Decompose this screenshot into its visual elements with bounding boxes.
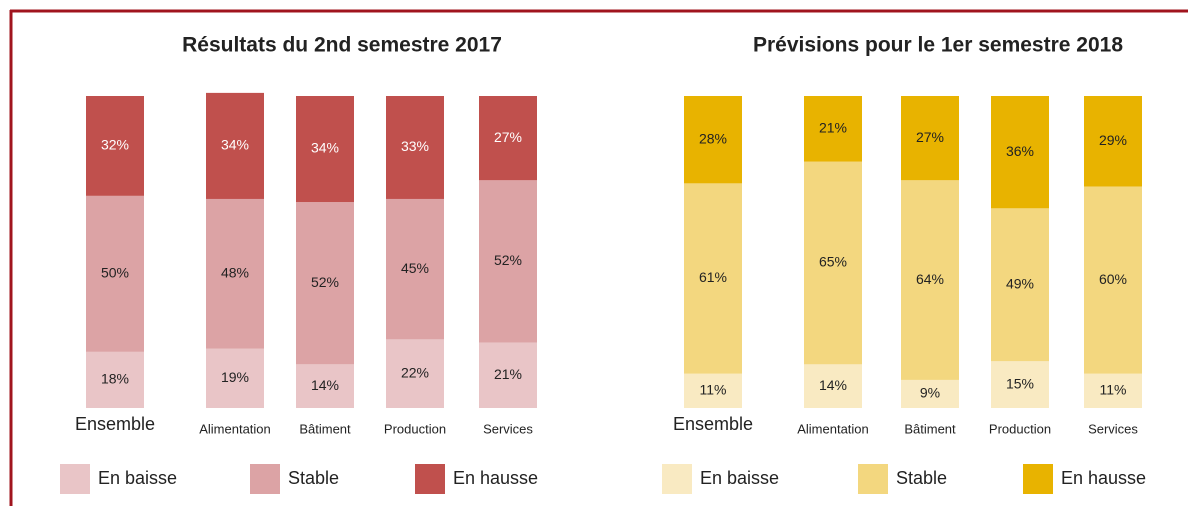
data-label: 64% [916,271,944,287]
data-label: 27% [916,129,944,145]
data-label: 18% [101,371,129,387]
data-label: 32% [101,137,129,153]
bar-segment [684,96,742,184]
bar-segment [991,96,1049,209]
bar-segment [206,348,264,408]
bar-segment [386,96,444,199]
bar-segment [1084,373,1142,408]
data-label: 15% [1006,375,1034,391]
data-label: 50% [101,265,129,281]
x-tick-label: Ensemble [673,414,753,434]
data-label: 19% [221,369,249,385]
data-label: 52% [494,252,522,268]
bar-segment [296,364,354,408]
x-tick-label: Alimentation [797,421,869,436]
legend-label: En hausse [1061,468,1146,488]
bar-segment [206,92,264,199]
legend-label: En baisse [700,468,779,488]
legend-label: En hausse [453,468,538,488]
bar-segment [991,208,1049,362]
data-label: 52% [311,274,339,290]
legend-swatch [858,464,888,494]
bar-segment [804,96,862,162]
bar-segment [804,161,862,365]
data-label: 60% [1099,271,1127,287]
data-label: 21% [494,366,522,382]
data-label: 14% [311,377,339,393]
legend-swatch [415,464,445,494]
data-label: 28% [699,130,727,146]
bar-segment [684,183,742,374]
bar-segment [206,198,264,349]
legend-swatch [662,464,692,494]
bar-segment [296,96,354,203]
bar-segment [479,96,537,181]
bar-segment [804,364,862,408]
chart-title: Résultats du 2nd semestre 2017 [182,34,502,57]
data-label: 9% [920,385,940,401]
data-label: 36% [1006,143,1034,159]
data-label: 27% [494,129,522,145]
bar-segment [386,198,444,340]
x-tick-label: Bâtiment [299,421,351,436]
data-label: 11% [700,382,727,398]
x-tick-label: Production [989,421,1051,436]
data-label: 61% [699,269,727,285]
data-label: 29% [1099,132,1127,148]
data-label: 11% [1100,382,1127,398]
bar-segment [1084,186,1142,374]
bar-segment [296,202,354,365]
bar-segment [901,379,959,408]
legend-label: En baisse [98,468,177,488]
legend-swatch [250,464,280,494]
x-tick-label: Ensemble [75,414,155,434]
data-label: 45% [401,260,429,276]
bar-segment [86,195,144,352]
bar-segment [479,342,537,408]
data-label: 49% [1006,275,1034,291]
data-label: 21% [819,119,847,135]
bar-segment [479,180,537,343]
bar-segment [991,361,1049,408]
chart-title: Prévisions pour le 1er semestre 2018 [753,34,1123,57]
bar-segment [1084,96,1142,187]
bar-segment [86,351,144,408]
bar-segment [684,373,742,408]
data-label: 22% [401,364,429,380]
x-tick-label: Services [483,421,533,436]
bar-segment [386,339,444,408]
x-tick-label: Bâtiment [904,421,956,436]
legend-label: Stable [288,468,339,488]
data-label: 48% [221,265,249,281]
bar-segment [901,96,959,181]
data-label: 34% [221,137,249,153]
data-label: 65% [819,254,847,270]
x-tick-label: Production [384,421,446,436]
legend-swatch [1023,464,1053,494]
data-label: 14% [819,377,847,393]
data-label: 34% [311,140,339,156]
legend-label: Stable [896,468,947,488]
legend-swatch [60,464,90,494]
bar-segment [86,96,144,196]
bar-segment [901,180,959,380]
x-tick-label: Services [1088,421,1138,436]
data-label: 33% [401,138,429,154]
x-tick-label: Alimentation [199,421,271,436]
